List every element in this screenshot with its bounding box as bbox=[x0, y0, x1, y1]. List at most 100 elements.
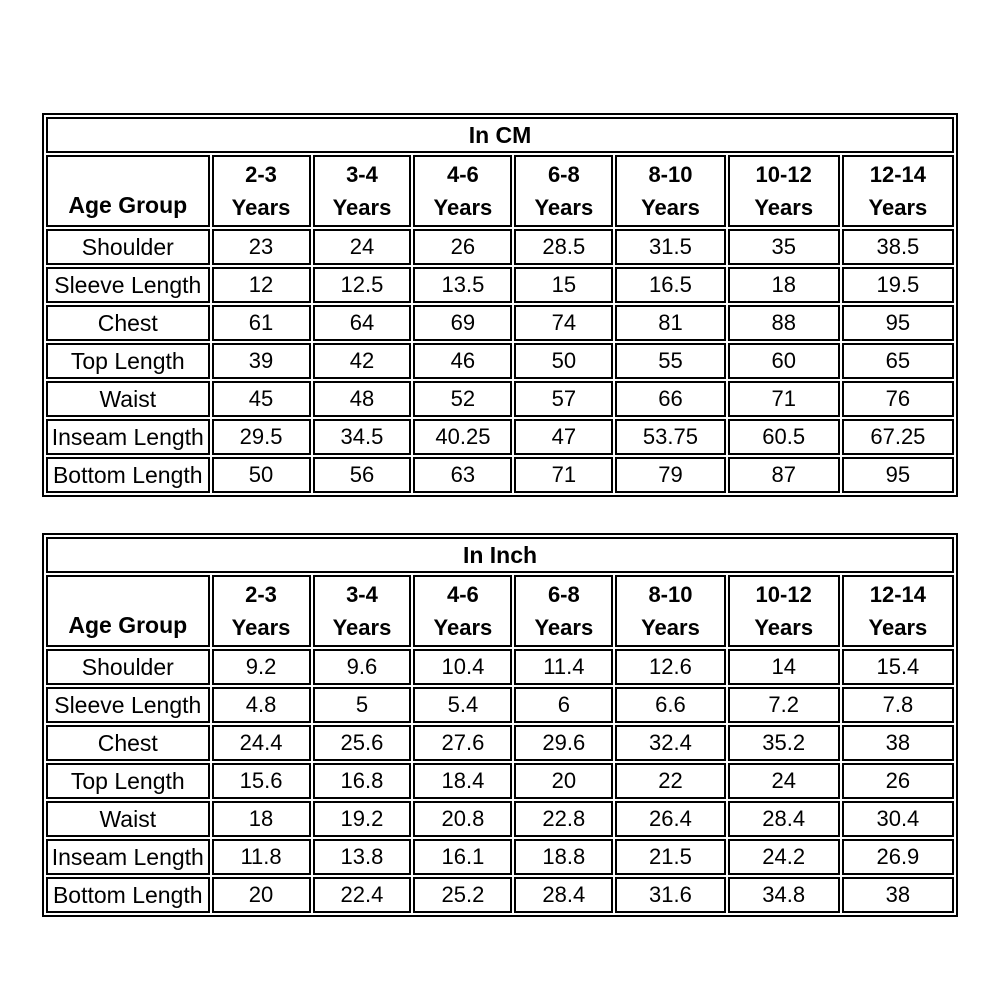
measurement-label: Sleeve Length bbox=[46, 267, 210, 303]
measurement-value: 22.4 bbox=[312, 877, 412, 913]
measurement-row: Inseam Length 29.5 34.5 40.25 47 53.75 60.5 67.… bbox=[46, 419, 954, 455]
measurement-value: 65 bbox=[841, 343, 954, 379]
table-title-row: In CM bbox=[46, 117, 954, 153]
measurement-row: Sleeve Length 4.8 5 5.4 6 6.6 7.2 7.8 bbox=[46, 687, 954, 723]
age-unit-label: Years bbox=[332, 615, 392, 640]
age-column-header: 8-10 Years bbox=[615, 155, 726, 227]
measurement-value: 55 bbox=[615, 343, 726, 379]
measurement-value: 39 bbox=[211, 343, 311, 379]
age-range-label: 2-3 bbox=[245, 162, 277, 187]
table-title: In Inch bbox=[46, 537, 954, 573]
measurement-value: 18.8 bbox=[514, 839, 614, 875]
measurement-value: 26.4 bbox=[615, 801, 726, 837]
measurement-row: Waist 18 19.2 20.8 22.8 26.4 28.4 30.4 bbox=[46, 801, 954, 837]
measurement-value: 7.8 bbox=[841, 687, 954, 723]
age-range-label: 6-8 bbox=[547, 582, 580, 607]
measurement-label: Top Length bbox=[46, 763, 210, 799]
measurement-value: 26 bbox=[841, 763, 954, 799]
age-unit-label: Years bbox=[868, 615, 928, 640]
measurement-value: 56 bbox=[312, 457, 412, 493]
measurement-value: 66 bbox=[615, 381, 726, 417]
measurement-value: 20.8 bbox=[413, 801, 513, 837]
age-range-label: 4-6 bbox=[447, 162, 479, 187]
measurement-value: 42 bbox=[312, 343, 412, 379]
measurement-label: Shoulder bbox=[46, 649, 210, 685]
age-range-label: 4-6 bbox=[447, 582, 479, 607]
age-column-header: 6-8 Years bbox=[514, 155, 614, 227]
measurement-label: Inseam Length bbox=[46, 419, 210, 455]
measurement-value: 60.5 bbox=[727, 419, 840, 455]
measurement-value: 15.4 bbox=[841, 649, 954, 685]
measurement-value: 9.6 bbox=[312, 649, 412, 685]
age-range-label: 10-12 bbox=[755, 162, 812, 187]
measurement-value: 38.5 bbox=[841, 229, 954, 265]
measurement-value: 35.2 bbox=[727, 725, 840, 761]
measurement-value: 24 bbox=[312, 229, 412, 265]
measurement-value: 29.6 bbox=[514, 725, 614, 761]
age-unit-label: Years bbox=[868, 195, 928, 220]
measurement-value: 88 bbox=[727, 305, 840, 341]
age-unit-label: Years bbox=[433, 615, 493, 640]
measurement-value: 32.4 bbox=[615, 725, 726, 761]
measurement-row: Chest 24.4 25.6 27.6 29.6 32.4 35.2 38 bbox=[46, 725, 954, 761]
measurement-value: 81 bbox=[615, 305, 726, 341]
measurement-value: 11.4 bbox=[514, 649, 614, 685]
measurement-value: 30.4 bbox=[841, 801, 954, 837]
measurement-value: 12.6 bbox=[615, 649, 726, 685]
measurement-value: 57 bbox=[514, 381, 614, 417]
age-unit-label: Years bbox=[641, 615, 700, 640]
measurement-value: 19.2 bbox=[312, 801, 412, 837]
measurement-value: 53.75 bbox=[615, 419, 726, 455]
measurement-label: Sleeve Length bbox=[46, 687, 210, 723]
measurement-value: 12 bbox=[211, 267, 311, 303]
measurement-label: Inseam Length bbox=[46, 839, 210, 875]
measurement-value: 74 bbox=[514, 305, 614, 341]
age-unit-label: Years bbox=[754, 195, 814, 220]
measurement-value: 24.2 bbox=[727, 839, 840, 875]
measurement-value: 28.5 bbox=[514, 229, 614, 265]
measurement-value: 4.8 bbox=[211, 687, 311, 723]
measurement-value: 71 bbox=[514, 457, 614, 493]
measurement-row: Shoulder 23 24 26 28.5 31.5 35 38.5 bbox=[46, 229, 954, 265]
measurement-value: 61 bbox=[211, 305, 311, 341]
measurement-value: 87 bbox=[727, 457, 840, 493]
measurement-value: 20 bbox=[514, 763, 614, 799]
measurement-value: 34.5 bbox=[312, 419, 412, 455]
measurement-value: 50 bbox=[514, 343, 614, 379]
measurement-label: Waist bbox=[46, 801, 210, 837]
age-column-header: 2-3 Years bbox=[211, 575, 311, 647]
age-column-header: 3-4 Years bbox=[312, 575, 412, 647]
measurement-value: 18 bbox=[727, 267, 840, 303]
age-range-label: 10-12 bbox=[755, 582, 812, 607]
measurement-value: 95 bbox=[841, 305, 954, 341]
measurement-value: 18 bbox=[211, 801, 311, 837]
measurement-value: 13.5 bbox=[413, 267, 513, 303]
measurement-row: Chest 61 64 69 74 81 88 95 bbox=[46, 305, 954, 341]
measurement-row: Inseam Length 11.8 13.8 16.1 18.8 21.5 24.2 26.… bbox=[46, 839, 954, 875]
measurement-value: 60 bbox=[727, 343, 840, 379]
measurement-value: 45 bbox=[211, 381, 311, 417]
measurement-row: Bottom Length 20 22.4 25.2 28.4 31.6 34.8 38 bbox=[46, 877, 954, 913]
age-unit-label: Years bbox=[231, 615, 291, 640]
table-title-row: In Inch bbox=[46, 537, 954, 573]
measurement-value: 28.4 bbox=[727, 801, 840, 837]
age-range-label: 12-14 bbox=[869, 162, 927, 187]
measurement-value: 47 bbox=[514, 419, 614, 455]
size-table-inch: In Inch Age Group 2-3 Years 3-4 Years 4-6 Years… bbox=[42, 533, 958, 917]
measurement-value: 79 bbox=[615, 457, 726, 493]
measurement-value: 20 bbox=[211, 877, 311, 913]
measurement-label: Bottom Length bbox=[46, 457, 210, 493]
age-group-header-row: Age Group 2-3 Years 3-4 Years 4-6 Years 6-8 Year… bbox=[46, 575, 954, 647]
measurement-value: 16.8 bbox=[312, 763, 412, 799]
measurement-value: 34.8 bbox=[727, 877, 840, 913]
measurement-value: 46 bbox=[413, 343, 513, 379]
measurement-value: 25.6 bbox=[312, 725, 412, 761]
age-column-header: 8-10 Years bbox=[615, 575, 726, 647]
measurement-value: 25.2 bbox=[413, 877, 513, 913]
measurement-value: 15.6 bbox=[211, 763, 311, 799]
measurement-value: 18.4 bbox=[413, 763, 513, 799]
measurement-label: Bottom Length bbox=[46, 877, 210, 913]
size-table-cm: In CM Age Group 2-3 Years 3-4 Years 4-6 Years 6-… bbox=[42, 113, 958, 497]
age-range-label: 3-4 bbox=[346, 582, 378, 607]
